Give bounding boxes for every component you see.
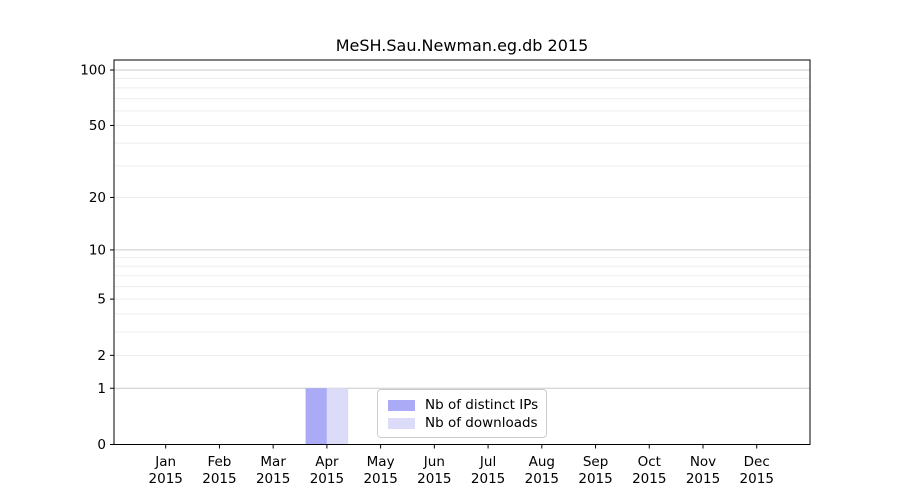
axes-frame bbox=[113, 59, 811, 445]
y-tick-label: 2 bbox=[97, 348, 106, 364]
x-tick-label: May 2015 bbox=[363, 454, 397, 487]
y-tick-label: 1 bbox=[97, 381, 106, 397]
bar-apr-2015-series-0 bbox=[305, 388, 327, 445]
x-tick-label: Sep 2015 bbox=[578, 454, 612, 487]
legend-item-downloads: Nb of downloads bbox=[385, 414, 539, 432]
legend: Nb of distinct IPs Nb of downloads bbox=[377, 389, 547, 438]
x-tick-label: Dec 2015 bbox=[740, 454, 774, 487]
y-tick-label: 0 bbox=[97, 437, 106, 453]
chart-title: MeSH.Sau.Newman.eg.db 2015 bbox=[335, 36, 589, 55]
y-tick-label: 100 bbox=[80, 63, 106, 79]
x-tick-label: Feb 2015 bbox=[202, 454, 236, 487]
distinct-ips-swatch-icon bbox=[388, 399, 415, 411]
x-tick-label: Oct 2015 bbox=[632, 454, 666, 487]
y-tick-label: 10 bbox=[89, 242, 106, 258]
x-tick-label: Jun 2015 bbox=[417, 454, 451, 487]
x-tick-label: Apr 2015 bbox=[310, 454, 344, 487]
x-tick-label: Jul 2015 bbox=[471, 454, 505, 487]
y-tick-label: 20 bbox=[89, 190, 106, 206]
x-tick-label: Aug 2015 bbox=[525, 454, 559, 487]
downloads-swatch-icon bbox=[388, 417, 415, 429]
x-tick-label: Mar 2015 bbox=[256, 454, 290, 487]
legend-item-distinct-ips: Nb of distinct IPs bbox=[385, 396, 539, 414]
legend-label-distinct-ips: Nb of distinct IPs bbox=[425, 397, 539, 413]
y-tick-label: 50 bbox=[89, 118, 106, 134]
x-tick-label: Nov 2015 bbox=[686, 454, 720, 487]
y-tick-label: 5 bbox=[97, 292, 106, 308]
legend-label-downloads: Nb of downloads bbox=[425, 415, 538, 431]
bar-apr-2015-series-1 bbox=[326, 388, 349, 445]
x-tick-label: Jan 2015 bbox=[149, 454, 183, 487]
